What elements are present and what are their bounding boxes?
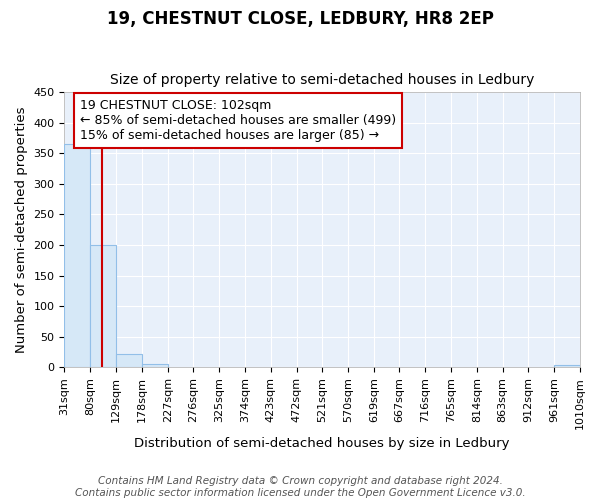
Y-axis label: Number of semi-detached properties: Number of semi-detached properties xyxy=(15,106,28,353)
Text: 19 CHESTNUT CLOSE: 102sqm
← 85% of semi-detached houses are smaller (499)
15% of: 19 CHESTNUT CLOSE: 102sqm ← 85% of semi-… xyxy=(80,99,396,142)
Bar xyxy=(64,144,90,367)
Text: Contains HM Land Registry data © Crown copyright and database right 2024.
Contai: Contains HM Land Registry data © Crown c… xyxy=(74,476,526,498)
X-axis label: Distribution of semi-detached houses by size in Ledbury: Distribution of semi-detached houses by … xyxy=(134,437,510,450)
Text: 19, CHESTNUT CLOSE, LEDBURY, HR8 2EP: 19, CHESTNUT CLOSE, LEDBURY, HR8 2EP xyxy=(107,10,493,28)
Bar xyxy=(90,245,116,367)
Bar xyxy=(142,364,167,367)
Bar xyxy=(116,354,142,367)
Title: Size of property relative to semi-detached houses in Ledbury: Size of property relative to semi-detach… xyxy=(110,73,535,87)
Bar xyxy=(554,366,580,367)
